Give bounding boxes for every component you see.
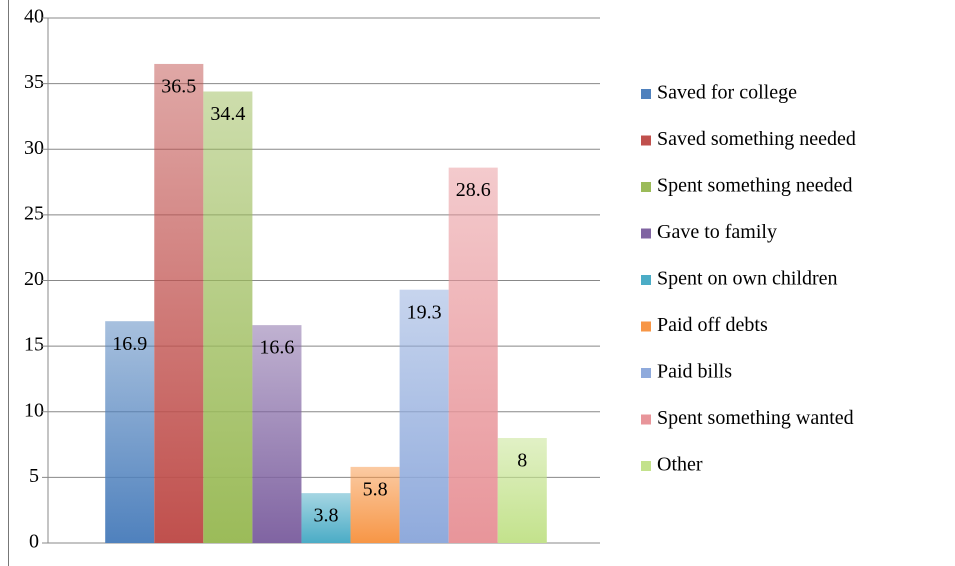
data-label: 16.6 — [259, 337, 294, 359]
data-label: 5.8 — [363, 478, 388, 500]
legend-label: Spent on own children — [657, 268, 838, 290]
bar — [252, 325, 302, 543]
y-tick-label: 10 — [24, 399, 44, 421]
bar — [154, 63, 204, 543]
legend-label: Other — [657, 454, 703, 476]
legend-swatch — [641, 368, 651, 378]
legend-swatch — [641, 321, 651, 332]
data-label: 36.5 — [161, 76, 196, 98]
data-label: 16.9 — [112, 333, 147, 355]
data-label: 34.4 — [210, 103, 245, 125]
legend-swatch — [641, 89, 651, 99]
bar — [399, 289, 449, 543]
legend-swatch — [641, 461, 651, 471]
bar — [448, 167, 498, 543]
bar — [497, 438, 547, 543]
bar — [105, 321, 155, 543]
legend-swatch — [641, 228, 651, 239]
y-tick-label: 25 — [24, 202, 44, 224]
legend-label: Saved something needed — [657, 128, 856, 150]
bar — [301, 493, 351, 543]
legend-label: Spent something needed — [657, 175, 853, 197]
legend-label: Spent something wanted — [657, 407, 854, 429]
y-tick-label: 15 — [24, 334, 44, 356]
legend-swatch — [641, 182, 651, 192]
legend-label: Gave to family — [657, 221, 777, 243]
y-tick-label: 40 — [24, 6, 44, 28]
legend-swatch — [641, 275, 651, 285]
data-label: 19.3 — [407, 301, 442, 323]
data-label: 3.8 — [314, 505, 339, 527]
legend-swatch — [641, 414, 651, 425]
legend-label: Paid off debts — [657, 314, 768, 336]
legend-swatch — [641, 135, 651, 146]
y-tick-label: 20 — [24, 268, 44, 290]
bar — [350, 466, 400, 543]
y-tick-label: 5 — [29, 465, 39, 487]
legend-label: Saved for college — [657, 82, 797, 104]
data-label: 8 — [517, 450, 527, 472]
y-tick-label: 35 — [24, 71, 44, 93]
y-tick-label: 0 — [29, 531, 39, 553]
data-label: 28.6 — [456, 179, 491, 201]
y-tick-label: 30 — [24, 137, 44, 159]
bar — [203, 91, 253, 543]
legend-label: Paid bills — [657, 361, 732, 383]
